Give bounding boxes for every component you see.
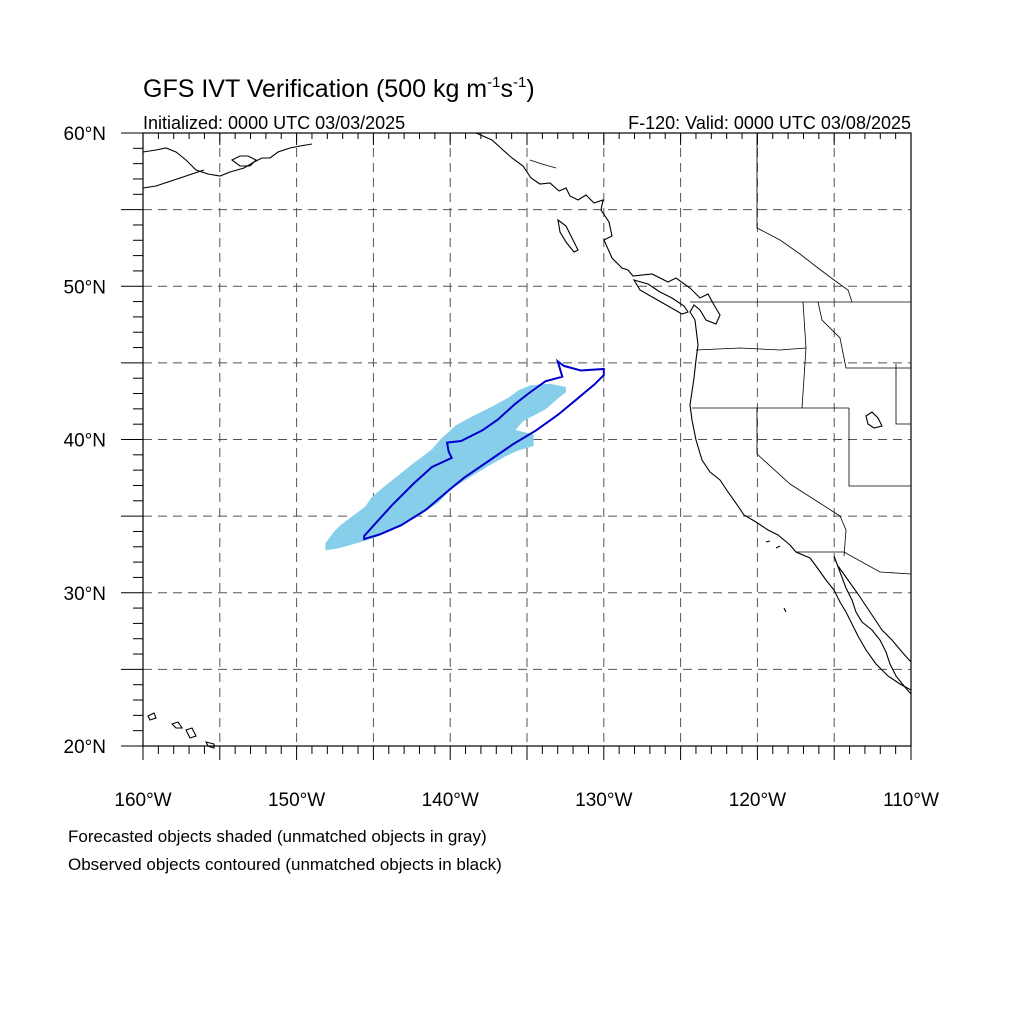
alaska-coast [142,143,313,177]
alaska-bc-boundary [529,159,557,169]
alaska-peninsula [142,169,205,189]
lon-tick-label: 130°W [575,790,632,811]
oregon-washington-border [695,347,807,351]
channel-islands [765,540,787,613]
title-unit-s: s [500,75,513,103]
baja-california [833,555,912,695]
lat-tick-label: 40°N [64,431,106,452]
title-exponent-2: -1 [513,74,526,91]
montana-idaho-border [817,301,911,369]
political-boundaries [529,134,912,575]
kodiak-island [230,155,257,167]
lat-tick-label: 60°N [64,124,106,145]
vancouver-island [632,279,689,315]
figure-title: GFS IVT Verification (500 kg m-1s-1) [143,74,535,103]
arizona-border [839,515,847,557]
title-text: GFS IVT Verification (500 kg m [143,75,487,103]
wyoming-border [895,364,911,425]
us-mexico-border [796,551,912,575]
axis-tick-labels: 160°W 150°W 140°W 130°W 120°W 110°W 60°N 50°N 40… [64,124,939,811]
coastline-west-coast [475,132,912,691]
coastlines [142,132,912,749]
forecast-object-shaded [325,383,566,551]
lat-tick-label: 30°N [64,584,106,605]
lat-tick-label: 50°N [64,277,106,298]
idaho-border [801,301,807,409]
great-salt-lake [865,411,883,429]
title-exponent-1: -1 [487,74,500,91]
initialized-label: Initialized: 0000 UTC 03/03/2025 [143,113,405,133]
utah-border [848,408,911,487]
hawaii-islands [147,712,215,749]
gulf-of-california [837,565,912,663]
lon-tick-label: 150°W [268,790,325,811]
lon-tick-label: 110°W [883,790,939,811]
nevada-border [756,408,841,517]
valid-time-label: F-120: Valid: 0000 UTC 03/08/2025 [628,113,911,133]
footnote-forecast: Forecasted objects shaded (unmatched obj… [68,827,487,846]
observed-object-contour [363,358,605,541]
lon-tick-label: 120°W [729,790,786,811]
lon-tick-label: 160°W [114,790,171,811]
lat-tick-label: 20°N [64,737,106,758]
bc-interior-boundary [756,134,853,303]
haida-gwaii [557,218,579,253]
footnote-observed: Observed objects contoured (unmatched ob… [68,855,502,874]
title-close: ) [526,75,534,103]
lon-tick-label: 140°W [422,790,479,811]
axis-ticks [121,132,912,760]
